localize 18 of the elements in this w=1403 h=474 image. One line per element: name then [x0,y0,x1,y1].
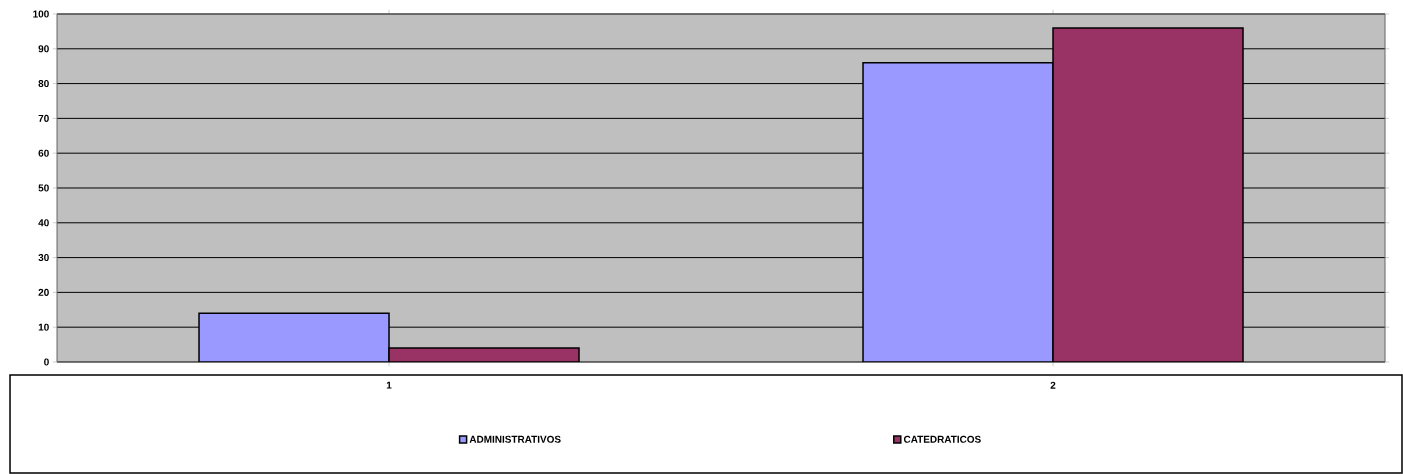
y-tick-label: 10 [38,323,49,331]
bar [198,312,390,362]
x-tick-label: 1 [386,381,392,389]
y-tick-label: 70 [38,114,49,122]
bar [862,61,1054,362]
y-tick-label: 20 [38,288,49,296]
bar [1052,27,1244,362]
y-tick-label: 100 [33,10,49,18]
y-tick-label: 30 [38,254,49,262]
y-tick-label: 80 [38,80,49,88]
x-tick-label: 2 [1050,381,1056,389]
y-tick-label: 50 [38,184,49,192]
y-tick-label: 90 [38,45,49,53]
legend-label: CATEDRATICOS [903,435,981,443]
legend-label: ADMINISTRATIVOS [469,435,561,443]
y-tick-label: 60 [38,149,49,157]
y-tick-label: 40 [38,219,49,227]
y-tick-label: 0 [44,358,49,366]
